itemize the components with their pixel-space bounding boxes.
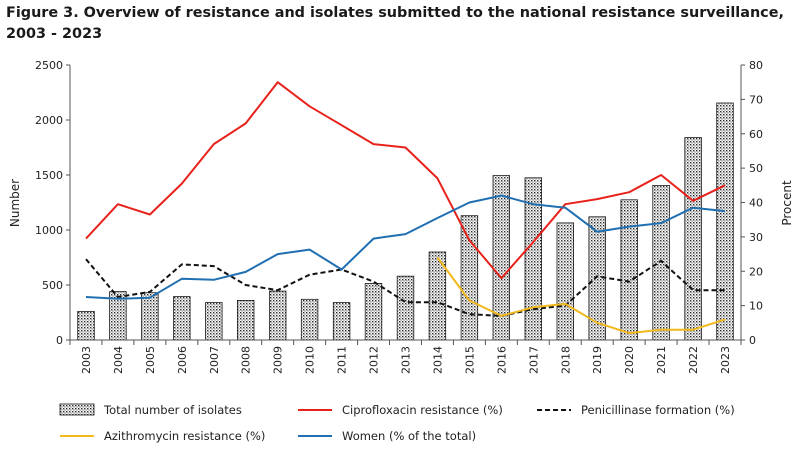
bar-2005 — [141, 292, 159, 341]
bar-2022 — [684, 137, 702, 341]
left-tick-label: 500 — [42, 279, 63, 292]
bar-2011 — [332, 302, 351, 341]
x-tick-label: 2013 — [400, 346, 413, 374]
right-tick-label: 70 — [749, 93, 763, 106]
bar-2018 — [556, 222, 575, 341]
right-tick-label: 0 — [749, 334, 756, 347]
line-series-1 — [85, 81, 726, 280]
axes-group: 0 500 1000 1500 2000 2500 0 10 20 30 40 50 60 70 80 200… — [8, 59, 794, 374]
x-tick-label: 2007 — [208, 346, 221, 374]
x-tick-label: 2019 — [591, 346, 604, 374]
right-tick-label: 40 — [749, 197, 763, 210]
right-tick-label: 30 — [749, 231, 763, 244]
x-tick-label: 2003 — [80, 346, 93, 374]
x-tick-label: 2021 — [655, 346, 668, 374]
right-tick-label: 20 — [749, 265, 763, 278]
bar-2012 — [364, 282, 383, 341]
line-series-2 — [85, 258, 725, 317]
bar-2023 — [716, 102, 734, 341]
bar-2010 — [300, 298, 319, 341]
chart-title-line-2: 2003 - 2023 — [6, 26, 103, 42]
line-series-4 — [85, 194, 726, 300]
bar-2013 — [396, 275, 415, 341]
x-tick-label: 2020 — [623, 346, 636, 374]
x-tick-label: 2012 — [368, 346, 381, 374]
right-axis-title: Procent — [780, 180, 794, 226]
x-tick-label: 2009 — [272, 346, 285, 374]
bar-2007 — [205, 302, 223, 341]
left-tick-label: 0 — [56, 334, 63, 347]
right-tick-label: 10 — [749, 300, 763, 313]
bar-2003 — [77, 310, 95, 341]
x-tick-label: 2006 — [176, 346, 189, 374]
bar-2021 — [652, 184, 670, 341]
x-tick-label: 2017 — [527, 346, 540, 374]
line-series-group — [85, 81, 726, 335]
chart-title-line-1: Figure 3. Overview of resistance and iso… — [6, 5, 784, 21]
bar-2015 — [460, 215, 479, 341]
bar-2019 — [588, 216, 606, 341]
x-tick-label: 2015 — [463, 346, 476, 374]
left-tick-label: 2500 — [35, 59, 63, 72]
x-tick-label: 2010 — [304, 346, 317, 374]
left-tick-label: 2000 — [35, 114, 63, 127]
legend-label: Ciprofloxacin resistance (%) — [342, 403, 503, 417]
x-tick-label: 2016 — [495, 346, 508, 374]
x-tick-label: 2004 — [112, 346, 125, 374]
x-tick-label: 2023 — [719, 346, 732, 374]
left-axis-title: Number — [8, 179, 22, 227]
right-tick-label: 60 — [749, 128, 763, 141]
line-series-3 — [436, 256, 726, 335]
x-tick-label: 2022 — [687, 346, 700, 374]
x-tick-label: 2005 — [144, 346, 157, 374]
right-tick-label: 80 — [749, 59, 763, 72]
x-tick-label: 2011 — [336, 346, 349, 374]
legend-swatch-bar — [59, 403, 95, 416]
legend-label: Total number of isolates — [103, 403, 242, 417]
right-tick-label: 50 — [749, 162, 763, 175]
bar-2008 — [236, 299, 255, 341]
x-tick-label: 2018 — [559, 346, 572, 374]
left-tick-label: 1000 — [35, 224, 63, 237]
legend-label: Azithromycin resistance (%) — [104, 429, 265, 443]
x-tick-label: 2014 — [431, 346, 444, 374]
bar-2020 — [620, 199, 638, 341]
legend: Total number of isolates Ciprofloxacin re… — [59, 403, 735, 443]
left-tick-label: 1500 — [35, 169, 63, 182]
x-tick-label: 2008 — [240, 346, 253, 374]
legend-label: Penicillinase formation (%) — [581, 403, 735, 417]
legend-label: Women (% of the total) — [342, 429, 476, 443]
bar-2009 — [268, 290, 287, 341]
chart-title: Figure 3. Overview of resistance and iso… — [6, 3, 796, 45]
bar-2006 — [173, 296, 191, 341]
bar-series-group — [77, 102, 734, 341]
